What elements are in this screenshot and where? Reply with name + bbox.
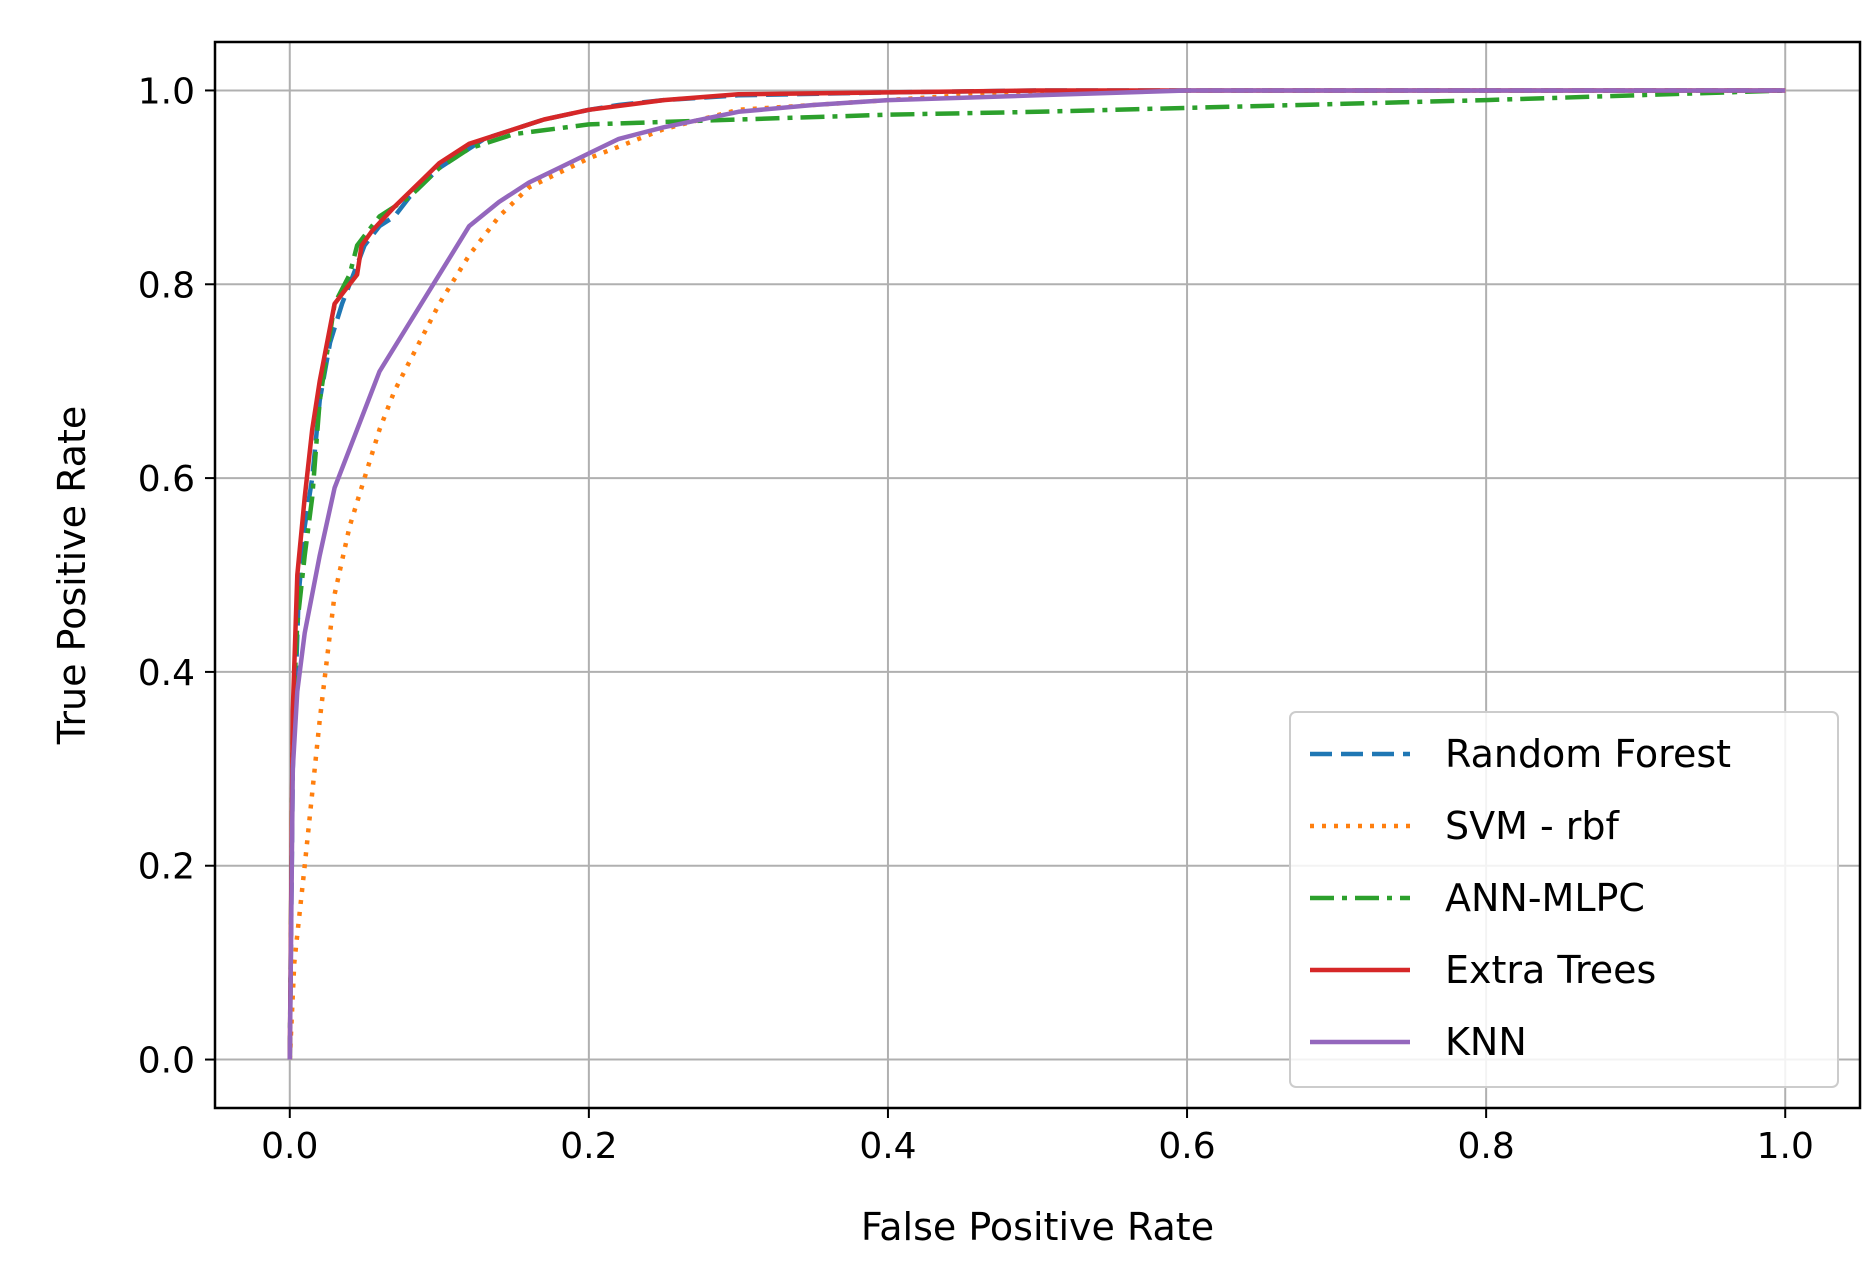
x-tick-label: 0.6 (1158, 1126, 1215, 1167)
x-axis-label: False Positive Rate (861, 1205, 1214, 1249)
legend-label: SVM - rbf (1445, 804, 1621, 848)
y-tick-label: 1.0 (138, 71, 195, 112)
legend-label: Random Forest (1445, 732, 1731, 776)
y-tick-label: 0.8 (138, 265, 195, 306)
legend-label: Extra Trees (1445, 948, 1656, 992)
series-lines (287, 88, 1786, 1060)
series-line-knn (287, 88, 1786, 1060)
y-tick-label: 0.2 (138, 847, 195, 888)
x-tick-label: 0.4 (859, 1126, 916, 1167)
x-tick-label: 1.0 (1757, 1126, 1814, 1167)
y-tick-label: 0.6 (138, 459, 195, 500)
y-tick-label: 0.4 (138, 653, 195, 694)
x-tick-label: 0.8 (1458, 1126, 1515, 1167)
x-tick-label: 0.2 (560, 1126, 617, 1167)
legend-label: KNN (1445, 1020, 1527, 1064)
ticks: 0.0 0.2 0.4 0.6 0.8 1.0 0.0 0.2 0.4 0.6 0.8 1.0 (138, 71, 1814, 1167)
x-tick-label: 0.0 (261, 1126, 318, 1167)
legend-label: ANN-MLPC (1445, 876, 1645, 920)
legend: Random Forest SVM - rbf ANN-MLPC Extra Tree… (1289, 711, 1839, 1088)
grid (215, 42, 1860, 1108)
plot-frame (213, 40, 1862, 1110)
legend-box (1289, 711, 1839, 1088)
series-line-ann-mlpc (287, 88, 1786, 1060)
y-tick-label: 0.0 (138, 1041, 195, 1082)
y-axis-label: True Positive Rate (50, 406, 94, 746)
